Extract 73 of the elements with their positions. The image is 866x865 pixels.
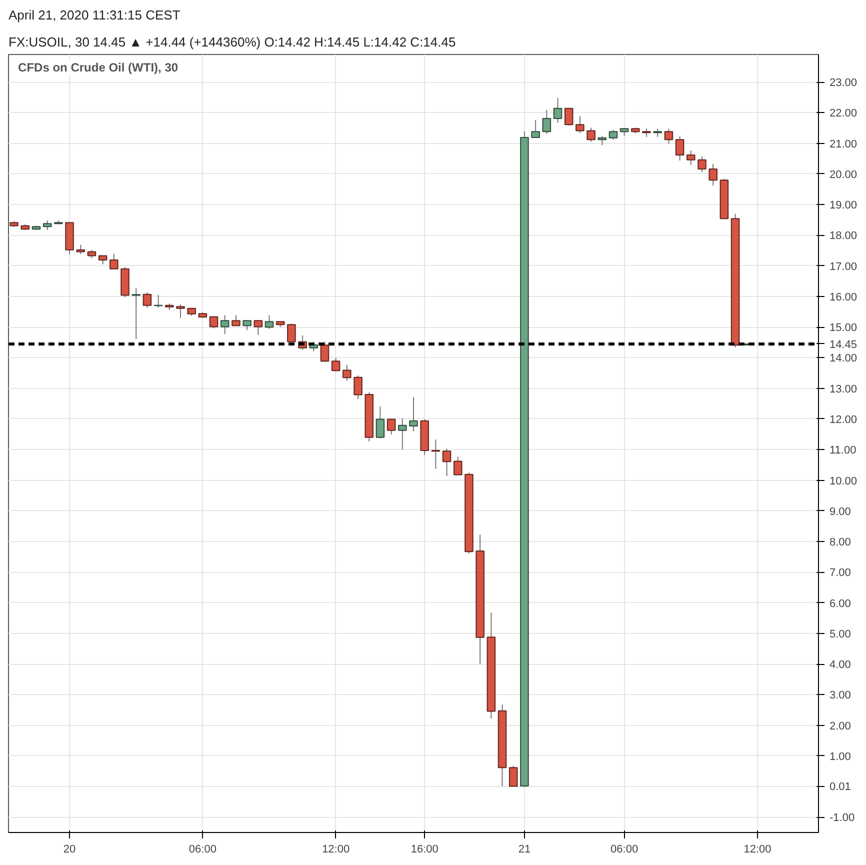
candlestick — [342, 364, 352, 382]
y-tick-label: 23.00 — [830, 77, 858, 90]
candlestick — [708, 163, 718, 186]
candlestick — [386, 418, 396, 436]
candlestick — [254, 320, 263, 336]
candlestick — [287, 323, 296, 342]
candlestick — [331, 358, 340, 372]
ref-line-label: 14.45 — [830, 338, 858, 351]
y-tick-label: 10.00 — [830, 475, 858, 488]
candlestick — [132, 287, 140, 340]
candlestick — [531, 120, 540, 138]
candlestick — [376, 406, 385, 439]
candlestick — [675, 136, 684, 161]
y-tick-label: 4.00 — [830, 659, 851, 672]
y-tick-label: 3.00 — [830, 690, 851, 702]
x-tick-label: 12:00 — [322, 844, 350, 856]
y-tick-label: 5.00 — [830, 628, 851, 640]
y-tick-label: 21.00 — [830, 138, 858, 150]
candlestick — [110, 253, 118, 270]
candlestick — [220, 314, 230, 335]
candlestick — [320, 341, 330, 363]
candlestick — [608, 129, 618, 140]
candlestick — [42, 220, 52, 231]
y-tick-label: 8.00 — [830, 536, 851, 549]
candlestick — [698, 156, 706, 173]
y-tick-label: 11.00 — [830, 444, 856, 457]
x-tick-label: 16:00 — [410, 844, 438, 856]
y-tick-label: 7.00 — [830, 567, 851, 580]
candlestick — [508, 765, 518, 787]
candlestick — [354, 375, 362, 400]
text: April 21, 2020 11:31:15 CEST — [8, 8, 180, 22]
candlestick — [232, 314, 240, 326]
candlestick — [398, 418, 407, 450]
candlestick — [442, 448, 452, 476]
x-tick-label: 12:00 — [744, 844, 772, 856]
candlestick — [264, 314, 274, 330]
candlestick — [553, 97, 562, 124]
text: FX:USOIL, 30 14.45 ▲ +14.44 (+144360%) O:14.42 H:14.45 L:14.42 C:14.45 — [8, 34, 456, 50]
candlestick — [586, 127, 596, 142]
candlestick — [454, 456, 462, 476]
text: CFDs on Crude Oil (WTI), 30 — [18, 60, 178, 74]
y-tick-label: 17.00 — [830, 260, 858, 273]
x-tick-label: 21 — [518, 844, 531, 856]
y-tick-label: 16.00 — [830, 291, 858, 304]
y-tick-label: 14.00 — [830, 352, 858, 365]
y-tick-label: 15.00 — [830, 322, 858, 334]
candlestick — [409, 396, 418, 432]
y-tick-label: 13.00 — [830, 383, 858, 396]
candlestick — [431, 439, 440, 470]
candlestick — [576, 116, 584, 134]
candlestick — [76, 244, 86, 255]
x-tick-label: 06:00 — [610, 844, 638, 856]
y-tick-label: 0.01 — [830, 781, 851, 794]
candlestick — [142, 292, 152, 308]
y-tick-label: 12.00 — [830, 414, 858, 426]
x-tick-label: 06:00 — [188, 844, 216, 856]
candlestick — [209, 316, 218, 329]
y-tick-label: 6.00 — [830, 598, 851, 610]
y-tick-label: 2.00 — [830, 720, 851, 732]
candlestick — [242, 320, 252, 331]
x-tick-label: 20 — [63, 844, 76, 856]
y-tick-label: 19.00 — [830, 200, 858, 212]
candlestick — [686, 150, 696, 166]
y-tick-label: 1.00 — [830, 750, 851, 763]
candlestick — [542, 109, 552, 134]
candlestick — [564, 108, 574, 126]
y-tick-label: 20.00 — [830, 168, 858, 181]
y-tick-label: -1.00 — [830, 812, 855, 824]
candlestick — [176, 304, 185, 318]
y-tick-label: 9.00 — [830, 506, 851, 518]
y-tick-label: 22.00 — [830, 108, 858, 120]
candlestick — [664, 128, 674, 144]
y-tick-label: 18.00 — [830, 230, 858, 242]
